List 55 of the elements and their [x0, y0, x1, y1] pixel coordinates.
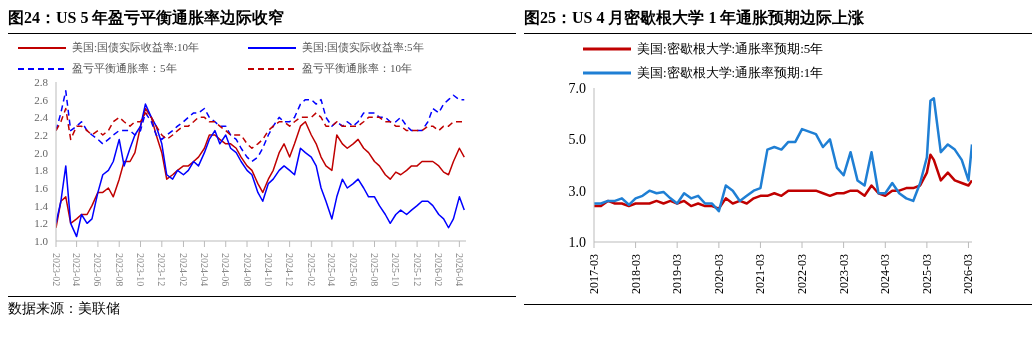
y-tick-label: 2.8: [34, 75, 49, 88]
legend-label: 美国:国债实际收益率:10年: [72, 40, 200, 55]
y-tick-label: 2.2: [34, 128, 48, 141]
legend-label: 盈亏平衡通胀率：10年: [302, 61, 412, 76]
x-tick-label: 2019-03: [670, 254, 685, 294]
x-tick-label: 2026-04: [453, 253, 465, 287]
x-tick-label: 2022-03: [795, 254, 810, 294]
x-tick-label: 2024-06: [220, 253, 232, 287]
x-tick-label: 2025-08: [369, 253, 380, 287]
x-tick-label: 2024-10: [262, 253, 274, 287]
chart-title: 图24：US 5 年盈亏平衡通胀率边际收窄: [8, 8, 516, 34]
x-tick-label: 2023-08: [113, 253, 125, 287]
x-tick-label: 2023-03: [836, 254, 851, 294]
source-note: 数据来源：美联储: [8, 300, 121, 318]
chart-title: 图25：US 4 月密歇根大学 1 年通胀预期边际上涨: [524, 8, 1032, 34]
x-tick-label: 2020-03: [711, 254, 726, 294]
x-tick-label: 2024-08: [241, 253, 253, 287]
y-tick-label: 1.0: [34, 234, 49, 247]
line-series: [594, 153, 972, 210]
x-tick-label: 2023-02: [50, 253, 62, 287]
x-tick-label: 2024-02: [177, 253, 189, 287]
y-tick-label: 1.6: [34, 181, 49, 194]
x-tick-label: 2025-10: [390, 253, 402, 287]
y-tick-label: 1.2: [34, 217, 48, 230]
x-tick-label: 2024-04: [198, 253, 210, 287]
x-tick-label: 2026-03: [961, 254, 976, 294]
x-tick-label: 2025-04: [326, 253, 338, 287]
x-tick-label: 2023-10: [135, 253, 147, 287]
y-tick-label: 1.0: [568, 234, 586, 250]
x-tick-label: 2023-12: [156, 253, 168, 287]
line-series: [594, 97, 972, 213]
x-tick-label: 2024-12: [284, 253, 296, 287]
x-tick-label: 2025-02: [305, 253, 317, 287]
legend-label: 美国:密歇根大学:通胀率预期:1年: [637, 64, 824, 82]
y-tick-label: 1.4: [34, 199, 49, 212]
y-tick-label: 2.6: [34, 93, 49, 106]
y-tick-label: 3.0: [568, 183, 586, 199]
x-tick-label: 2025-03: [919, 254, 934, 294]
x-tick-label: 2023-04: [71, 253, 83, 287]
y-tick-label: 2.4: [34, 111, 49, 124]
x-tick-label: 2017-03: [587, 254, 601, 294]
x-tick-label: 2025-12: [411, 253, 423, 287]
y-tick-label: 7.0: [568, 80, 586, 96]
y-tick-label: 2.0: [34, 146, 49, 159]
x-tick-label: 2026-02: [433, 253, 445, 287]
x-tick-label: 2023-06: [92, 253, 104, 287]
x-tick-label: 2024-03: [878, 254, 893, 294]
x-tick-label: 2018-03: [628, 254, 643, 294]
y-tick-label: 1.8: [34, 164, 49, 177]
x-tick-label: 2021-03: [753, 254, 768, 294]
legend-label: 盈亏平衡通胀率：5年: [72, 61, 177, 76]
y-tick-label: 5.0: [568, 132, 586, 148]
x-tick-label: 2025-06: [347, 253, 359, 287]
legend-label: 美国:国债实际收益率:5年: [302, 40, 424, 55]
legend-label: 美国:密歇根大学:通胀率预期:5年: [637, 40, 824, 58]
